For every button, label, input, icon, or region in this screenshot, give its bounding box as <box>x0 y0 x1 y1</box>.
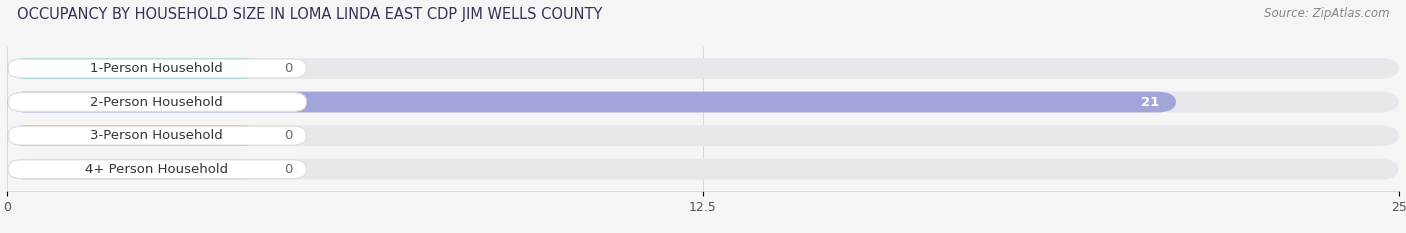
Text: 0: 0 <box>284 163 292 176</box>
Text: 0: 0 <box>284 129 292 142</box>
FancyBboxPatch shape <box>8 93 307 111</box>
FancyBboxPatch shape <box>7 92 1177 113</box>
Text: 1-Person Household: 1-Person Household <box>90 62 224 75</box>
FancyBboxPatch shape <box>8 160 307 179</box>
FancyBboxPatch shape <box>7 159 1399 180</box>
FancyBboxPatch shape <box>7 92 1399 113</box>
Text: 4+ Person Household: 4+ Person Household <box>86 163 228 176</box>
FancyBboxPatch shape <box>7 125 1399 146</box>
FancyBboxPatch shape <box>7 125 262 146</box>
FancyBboxPatch shape <box>7 58 262 79</box>
Text: 21: 21 <box>1142 96 1160 109</box>
Text: 0: 0 <box>284 62 292 75</box>
FancyBboxPatch shape <box>7 159 262 180</box>
Text: OCCUPANCY BY HOUSEHOLD SIZE IN LOMA LINDA EAST CDP JIM WELLS COUNTY: OCCUPANCY BY HOUSEHOLD SIZE IN LOMA LIND… <box>17 7 602 22</box>
FancyBboxPatch shape <box>8 59 307 78</box>
FancyBboxPatch shape <box>7 58 1399 79</box>
FancyBboxPatch shape <box>8 126 307 145</box>
Text: 3-Person Household: 3-Person Household <box>90 129 224 142</box>
Text: 2-Person Household: 2-Person Household <box>90 96 224 109</box>
Text: Source: ZipAtlas.com: Source: ZipAtlas.com <box>1264 7 1389 20</box>
